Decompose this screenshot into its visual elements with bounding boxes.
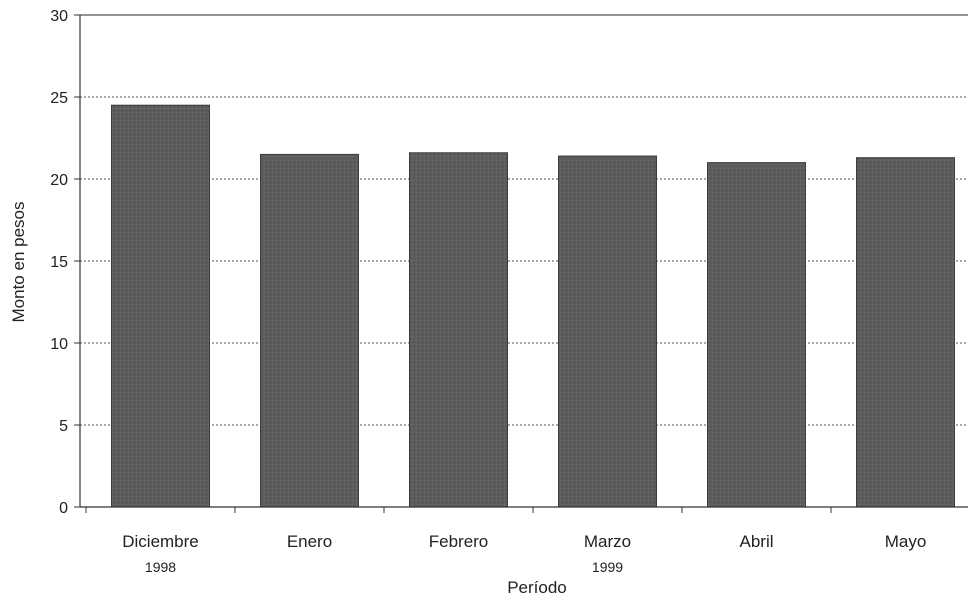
grid-lines	[80, 14, 968, 426]
y-tick-label: 25	[50, 90, 68, 107]
bar-mayo	[856, 157, 955, 508]
x-axis-title: Período	[507, 578, 567, 597]
x-tick-label: Diciembre	[122, 532, 199, 551]
x-tick-label: Enero	[287, 532, 332, 551]
y-axis-title: Monto en pesos	[9, 202, 28, 323]
x-tick-label: Abril	[739, 532, 773, 551]
y-tick-label: 10	[50, 336, 68, 353]
y-tick-label: 20	[50, 172, 68, 189]
bar-diciembre	[111, 104, 210, 508]
y-tick-label: 30	[50, 8, 68, 25]
year-label: 1998	[145, 559, 176, 575]
bar-febrero	[409, 152, 508, 508]
year-label: 1999	[592, 559, 623, 575]
bar-enero	[260, 153, 359, 508]
y-tick-label: 5	[59, 418, 68, 435]
bars	[111, 104, 955, 508]
axes	[74, 14, 968, 513]
x-tick-label: Mayo	[885, 532, 927, 551]
labels: 0 5 10 15 20 25 30 Diciembre Enero Febrero Marzo Ab…	[50, 8, 926, 575]
y-tick-label: 15	[50, 254, 68, 271]
bar-marzo	[558, 155, 657, 508]
x-tick-label: Marzo	[584, 532, 631, 551]
bar-abril	[707, 162, 806, 508]
x-tick-label: Febrero	[429, 532, 489, 551]
y-tick-label: 0	[59, 500, 68, 517]
